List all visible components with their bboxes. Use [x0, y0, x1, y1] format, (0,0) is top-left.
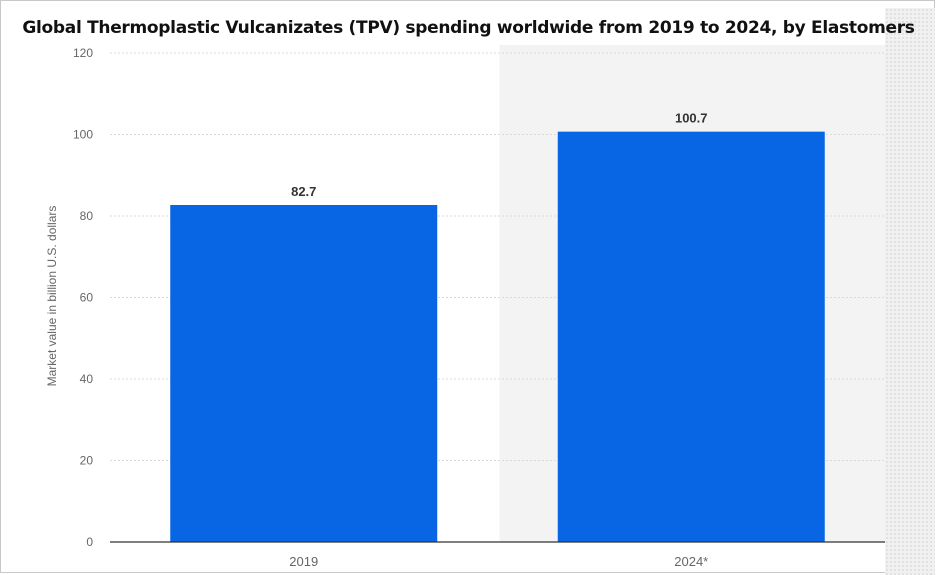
side-strip [885, 8, 935, 575]
y-tick-label: 0 [86, 535, 93, 549]
bar [557, 131, 825, 542]
y-tick-label: 100 [73, 128, 93, 142]
y-tick-label: 120 [73, 46, 93, 60]
y-tick-label: 20 [80, 454, 94, 468]
y-tick-label: 80 [80, 209, 94, 223]
chart-title: Global Thermoplastic Vulcanizates (TPV) … [22, 18, 915, 38]
y-tick-label: 40 [80, 372, 94, 386]
bar-value-label: 100.7 [675, 111, 708, 126]
y-tick-label: 60 [80, 291, 94, 305]
x-tick-label: 2019 [289, 554, 318, 569]
bar-value-label: 82.7 [291, 184, 316, 199]
bar [170, 204, 438, 542]
x-tick-label: 2024* [674, 554, 708, 569]
